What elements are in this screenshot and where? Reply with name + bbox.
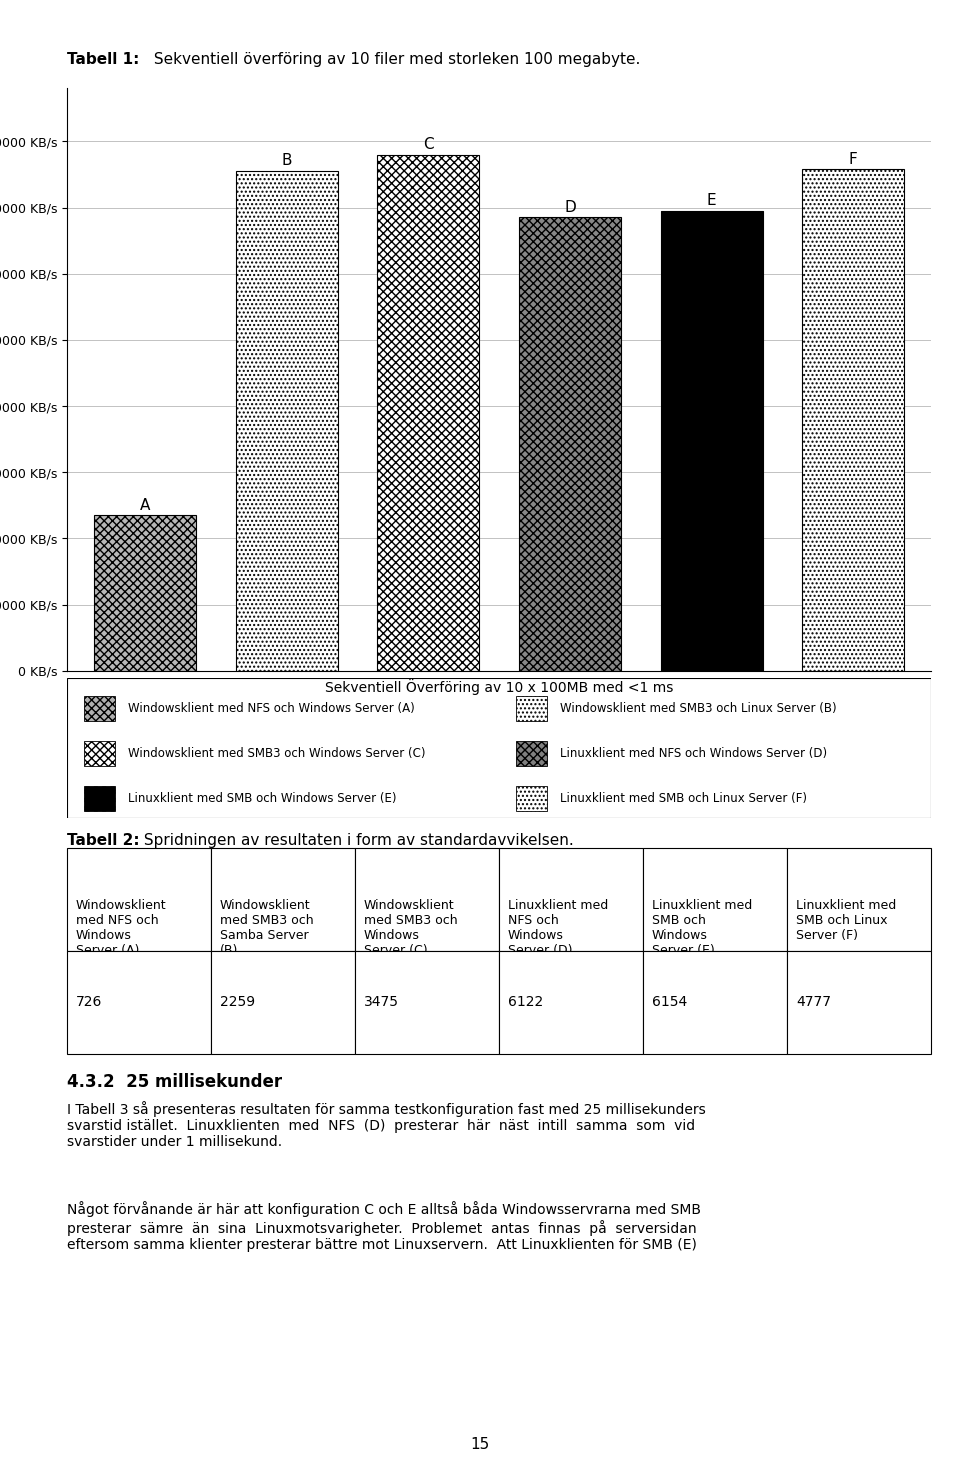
Text: Tabell 1:: Tabell 1: bbox=[67, 52, 139, 66]
Text: D: D bbox=[564, 200, 576, 215]
Bar bbox=[803, 170, 904, 671]
Bar bbox=[94, 516, 196, 671]
Text: 4.3.2  25 millisekunder: 4.3.2 25 millisekunder bbox=[67, 1073, 282, 1091]
Bar bbox=[516, 786, 547, 811]
Text: Linuxklient med SMB och Windows Server (E): Linuxklient med SMB och Windows Server (… bbox=[128, 792, 396, 805]
Text: Tabell 2:: Tabell 2: bbox=[67, 833, 140, 848]
Bar bbox=[516, 741, 547, 766]
Text: Sekventiell överföring av 10 filer med storleken 100 megabyte.: Sekventiell överföring av 10 filer med s… bbox=[149, 52, 640, 66]
Text: E: E bbox=[707, 193, 716, 208]
Bar bbox=[660, 211, 762, 671]
Bar bbox=[84, 741, 115, 766]
Text: Windowsklient med SMB3 och Linux Server (B): Windowsklient med SMB3 och Linux Server … bbox=[560, 702, 836, 715]
Text: I Tabell 3 så presenteras resultaten för samma testkonfiguration fast med 25 mil: I Tabell 3 så presenteras resultaten för… bbox=[67, 1101, 706, 1150]
Text: Något förvånande är här att konfiguration C och E alltså båda Windowsservrarna m: Något förvånande är här att konfiguratio… bbox=[67, 1201, 701, 1251]
Bar bbox=[377, 155, 479, 671]
Bar bbox=[84, 696, 115, 721]
Bar bbox=[516, 696, 547, 721]
Bar bbox=[236, 171, 338, 671]
Text: Windowsklient med NFS och Windows Server (A): Windowsklient med NFS och Windows Server… bbox=[128, 702, 415, 715]
Text: 15: 15 bbox=[470, 1437, 490, 1452]
Text: Linuxklient med NFS och Windows Server (D): Linuxklient med NFS och Windows Server (… bbox=[560, 747, 827, 761]
Bar bbox=[84, 786, 115, 811]
Text: B: B bbox=[281, 153, 292, 168]
X-axis label: Sekventiell Överföring av 10 x 100MB med <1 ms: Sekventiell Överföring av 10 x 100MB med… bbox=[325, 680, 673, 694]
Text: Spridningen av resultaten i form av standardavvikelsen.: Spridningen av resultaten i form av stan… bbox=[139, 833, 574, 848]
Text: A: A bbox=[140, 498, 151, 513]
Text: C: C bbox=[423, 137, 434, 152]
Text: Linuxklient med SMB och Linux Server (F): Linuxklient med SMB och Linux Server (F) bbox=[560, 792, 806, 805]
Text: F: F bbox=[849, 152, 857, 167]
Text: Windowsklient med SMB3 och Windows Server (C): Windowsklient med SMB3 och Windows Serve… bbox=[128, 747, 425, 761]
Bar bbox=[519, 218, 621, 671]
